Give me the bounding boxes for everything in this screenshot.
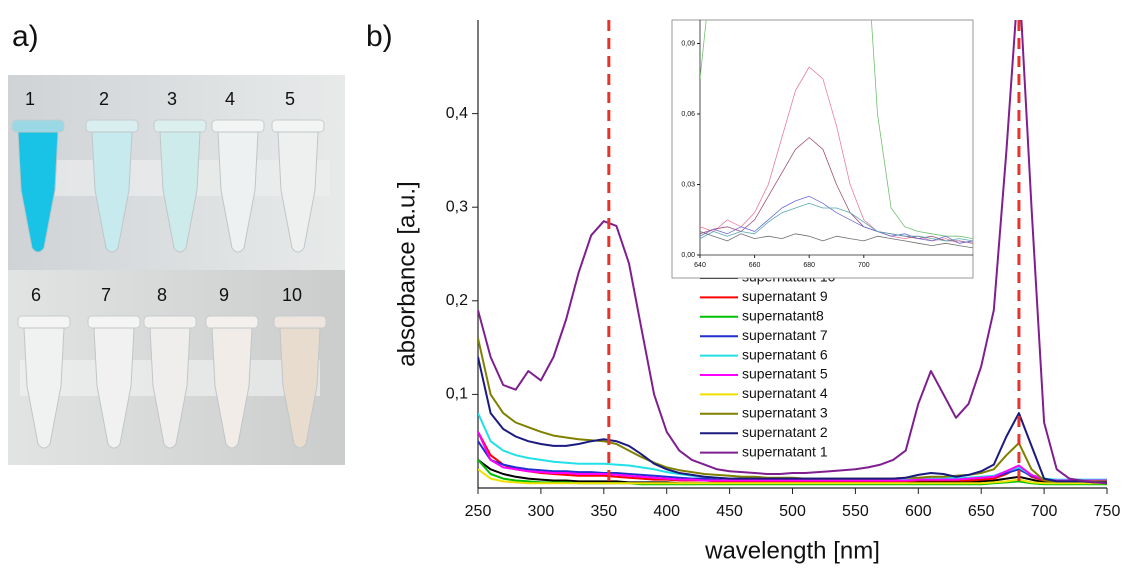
x-tick-label: 680 [803,262,815,269]
x-tick-label: 700 [858,262,870,269]
tube [279,327,321,449]
legend-label: supernatant 1 [742,443,828,459]
tube [277,131,319,253]
x-tick-label: 750 [1094,503,1121,520]
tube-label: 5 [285,89,295,109]
series-line [478,468,1107,485]
series-line [700,195,973,244]
y-tick-label: 0,03 [681,181,695,188]
tube-label: 9 [219,285,229,305]
tube-label: 3 [167,89,177,109]
tube-cap [271,119,325,133]
tube-cap [11,119,65,133]
legend-label: supernatant 4 [742,385,828,401]
y-tick-label: 0,06 [681,111,695,118]
legend-label: supernatant 2 [742,424,828,440]
tube-cap [211,119,265,133]
x-tick-label: 500 [779,503,806,520]
tube [217,131,259,253]
legend-label: supernatant 7 [742,327,828,343]
tube [159,131,201,253]
legend-label: supernatant 5 [742,366,828,382]
tube-cap [17,315,71,329]
x-tick-label: 660 [749,262,761,269]
x-tick-label: 640 [694,262,706,269]
series-line [700,202,973,242]
tube-cap [205,315,259,329]
tube-label: 10 [282,285,302,305]
series-line [700,20,973,239]
x-axis-title: wavelength [nm] [704,537,880,564]
y-tick-label: 0,00 [681,252,695,259]
tube-cap [87,315,141,329]
tube-label: 6 [31,285,41,305]
series-line [478,431,1107,482]
series-line [700,66,973,244]
x-tick-label: 300 [528,503,555,520]
y-tick-label: 0,1 [446,386,468,403]
x-tick-label: 600 [905,503,932,520]
series-line [478,356,1107,484]
x-tick-label: 550 [842,503,869,520]
tube [149,327,191,449]
plot-area [478,20,1107,486]
series-line [478,20,1107,485]
x-tick-label: 250 [465,503,492,520]
x-tick-label: 350 [590,503,617,520]
tube [17,131,59,253]
x-tick-label: 400 [653,503,680,520]
tube-label: 8 [157,285,167,305]
panel-label: b) [366,20,393,53]
tube-cap [85,119,139,133]
legend-label: supernatant 6 [742,346,828,362]
tube-label: 4 [225,89,235,109]
tube [91,131,133,253]
series-line [700,231,973,249]
plot-area [700,20,973,249]
tube-cap [143,315,197,329]
tube [23,327,65,449]
y-tick-label: 0,2 [446,292,468,309]
legend-label: supernatant 3 [742,405,828,421]
legend-label: supernatant8 [742,308,824,324]
x-tick-label: 700 [1031,503,1058,520]
x-tick-label: 650 [968,503,995,520]
x-tick-label: 450 [716,503,743,520]
tube-label: 2 [99,89,109,109]
y-tick-label: 0,3 [446,198,468,215]
tube [93,327,135,449]
y-tick-label: 0,09 [681,40,695,47]
y-axis-title: absorbance [a.u.] [393,181,420,366]
legend-label: supernatant 9 [742,288,828,304]
y-tick-label: 0,4 [446,105,468,122]
tube-label: 7 [101,285,111,305]
panel-label: a) [12,20,39,53]
series-line [700,137,973,244]
tube-cap [273,315,327,329]
tube-cap [153,119,207,133]
tube-label: 1 [25,89,35,109]
tube [211,327,253,449]
